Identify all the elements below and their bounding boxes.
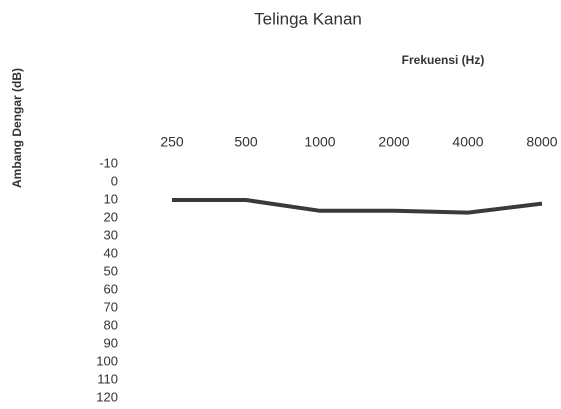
y-tick-label: 80 [104, 317, 118, 332]
x-tick-label: 500 [234, 134, 258, 150]
y-tick-label: 100 [96, 353, 118, 368]
chart-title: Telinga Kanan [254, 9, 362, 28]
x-tick-label: 8000 [526, 134, 557, 150]
y-tick-label: 70 [104, 299, 118, 314]
y-tick-label: 30 [104, 227, 118, 242]
y-tick-label: 40 [104, 245, 118, 260]
x-tick-label: 250 [160, 134, 184, 150]
y-tick-label: 60 [104, 281, 118, 296]
x-tick-label: 4000 [452, 134, 483, 150]
y-tick-label: -10 [99, 155, 118, 170]
y-tick-label: 20 [104, 209, 118, 224]
y-tick-label: 10 [104, 191, 118, 206]
x-tick-label: 2000 [378, 134, 409, 150]
x-tick-label: 1000 [304, 134, 335, 150]
y-tick-label: 0 [111, 173, 118, 188]
y-tick-label: 90 [104, 335, 118, 350]
y-tick-label: 120 [96, 389, 118, 404]
y-axis-label: Ambang Dengar (dB) [10, 68, 24, 188]
y-tick-label: 110 [97, 371, 118, 386]
data-line [172, 198, 543, 215]
y-tick-label: 50 [104, 263, 118, 278]
x-axis-label: Frekuensi (Hz) [402, 53, 485, 67]
